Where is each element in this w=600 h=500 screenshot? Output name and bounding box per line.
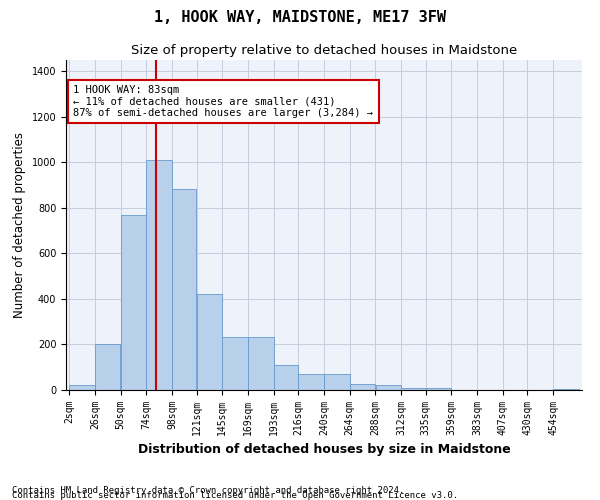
Y-axis label: Number of detached properties: Number of detached properties: [13, 132, 26, 318]
Bar: [197, 294, 222, 390]
Bar: [350, 384, 375, 390]
Text: 1 HOOK WAY: 83sqm
← 11% of detached houses are smaller (431)
87% of semi-detache: 1 HOOK WAY: 83sqm ← 11% of detached hous…: [73, 85, 373, 118]
Bar: [274, 365, 298, 390]
Bar: [172, 188, 196, 390]
Bar: [223, 336, 248, 390]
Bar: [248, 336, 274, 390]
Bar: [146, 160, 172, 390]
X-axis label: Distribution of detached houses by size in Maidstone: Distribution of detached houses by size …: [137, 444, 511, 456]
Bar: [121, 215, 146, 390]
Bar: [376, 386, 401, 390]
Bar: [553, 389, 578, 390]
Text: 1, HOOK WAY, MAIDSTONE, ME17 3FW: 1, HOOK WAY, MAIDSTONE, ME17 3FW: [154, 10, 446, 25]
Bar: [401, 388, 425, 390]
Bar: [95, 344, 121, 390]
Bar: [70, 386, 95, 390]
Text: Contains public sector information licensed under the Open Government Licence v3: Contains public sector information licen…: [12, 491, 458, 500]
Bar: [426, 388, 451, 390]
Bar: [298, 374, 324, 390]
Bar: [324, 374, 350, 390]
Text: Contains HM Land Registry data © Crown copyright and database right 2024.: Contains HM Land Registry data © Crown c…: [12, 486, 404, 495]
Title: Size of property relative to detached houses in Maidstone: Size of property relative to detached ho…: [131, 44, 517, 58]
